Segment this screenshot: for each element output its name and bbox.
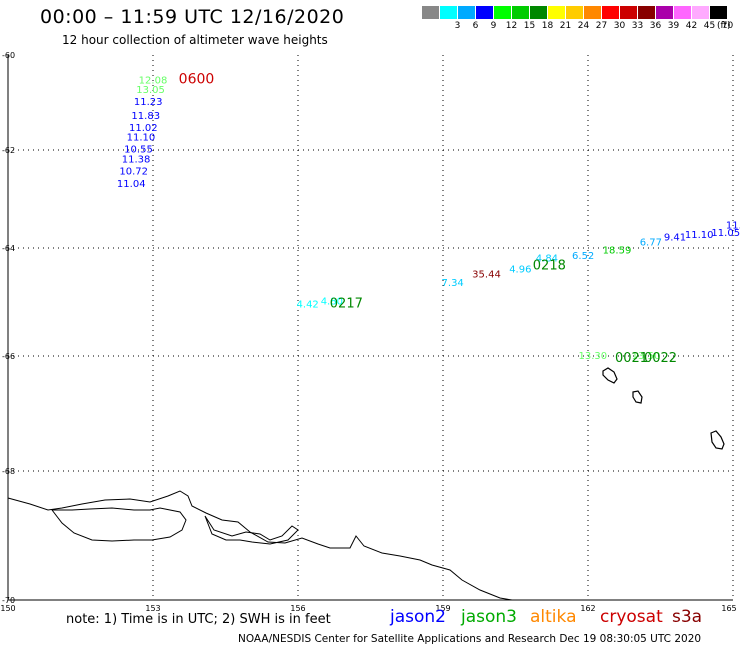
- color-scale-swatch: [638, 6, 655, 19]
- ice-shelf-outline: [50, 507, 187, 542]
- wave-height-value: 11.38: [122, 154, 151, 165]
- wave-height-observations: 12.0813.0511.2311.8311.0211.1010.5511.38…: [117, 76, 740, 362]
- pass-time-label: 0218: [533, 259, 566, 274]
- wave-height-value: 11.83: [131, 111, 160, 122]
- wave-height-value: 4.42: [297, 299, 319, 310]
- color-scale-label: 18: [541, 21, 554, 31]
- color-scale-unit: (ft): [717, 21, 731, 31]
- color-scale-swatch: [476, 6, 493, 19]
- color-scale-swatch: [422, 6, 439, 19]
- color-scale-label: 6: [472, 21, 479, 31]
- wave-height-value: 13.50: [632, 351, 661, 362]
- color-scale-swatch: [530, 6, 547, 19]
- latitude-tick-label: -62: [2, 146, 15, 155]
- graticule: [7, 55, 734, 600]
- balleny-island-1: [602, 367, 618, 384]
- latitude-tick-label: -70: [2, 596, 15, 605]
- color-scale-label: 24: [577, 21, 590, 31]
- color-scale-swatch: [548, 6, 565, 19]
- wave-height-value: 4.96: [509, 264, 531, 275]
- color-scale-swatch: [710, 6, 727, 19]
- color-scale-swatch: [674, 6, 691, 19]
- color-scale-label: 12: [505, 21, 518, 31]
- latitude-tick-label: -64: [2, 244, 15, 253]
- longitude-tick-label: 162: [580, 604, 595, 613]
- color-scale-label: 36: [649, 21, 662, 31]
- units-note: note: 1) Time is in UTC; 2) SWH is in fe…: [66, 612, 331, 627]
- wave-height-value: 11.23: [134, 97, 163, 108]
- wave-height-value: 11.10: [685, 230, 714, 241]
- color-scale-label: 3: [454, 21, 461, 31]
- latitude-tick-label: -66: [2, 352, 15, 361]
- color-scale-swatch: [440, 6, 457, 19]
- longitude-tick-label: 156: [290, 604, 305, 613]
- wave-height-value: 18.59: [603, 245, 632, 256]
- color-scale-label: 33: [631, 21, 644, 31]
- pass-time-label: 0021: [615, 351, 648, 366]
- satellite-legend-item: cryosat: [600, 607, 663, 627]
- wave-height-value: 9.41: [664, 233, 686, 244]
- wave-height-value: 11.05: [711, 228, 740, 239]
- credit-line: NOAA/NESDIS Center for Satellite Applica…: [238, 633, 702, 645]
- wave-height-value: 11.10: [127, 133, 156, 144]
- wave-height-value: 12.08: [139, 76, 168, 87]
- longitude-tick-label: 165: [721, 604, 736, 613]
- color-scale-swatch: [692, 6, 709, 19]
- longitude-tick-label: 153: [145, 604, 160, 613]
- wave-height-value: 4.84: [536, 254, 558, 265]
- wave-height-value: 10.72: [119, 167, 148, 178]
- balleny-island-3: [710, 430, 725, 450]
- balleny-island-2: [632, 390, 643, 404]
- satellite-legend-item: altika: [530, 607, 577, 627]
- latitude-tick-label: -60: [2, 51, 15, 60]
- satellite-legend-item: jason3: [461, 607, 517, 627]
- wave-height-value: 11.04: [117, 179, 146, 190]
- longitude-tick-label: 159: [435, 604, 450, 613]
- wave-height-value: 7.34: [442, 278, 464, 289]
- color-scale-swatch: [620, 6, 637, 19]
- pass-time-label: 0217: [330, 296, 363, 311]
- map-title: 00:00 – 11:59 UTC 12/16/2020: [40, 6, 345, 28]
- color-scale-swatch: [458, 6, 475, 19]
- color-scale-label: 30: [613, 21, 626, 31]
- color-scale-swatch: [566, 6, 583, 19]
- color-scale-swatch: [584, 6, 601, 19]
- ice-shelf-outline-east: [204, 515, 299, 545]
- wave-height-value: 4.80: [321, 297, 343, 308]
- color-scale-label: 70: [721, 21, 734, 31]
- color-scale-label: 21: [559, 21, 572, 31]
- wave-height-value: 13.30: [579, 351, 608, 362]
- color-scale-label: 45: [703, 21, 716, 31]
- satellite-legend-item: s3a: [672, 607, 703, 627]
- color-scale-swatch: [494, 6, 511, 19]
- wave-height-value: 13.05: [136, 85, 165, 96]
- color-scale-label: 9: [490, 21, 497, 31]
- pass-time-label: 0022: [644, 351, 677, 366]
- pass-time-label: 0600: [179, 72, 215, 88]
- color-scale-swatch: [602, 6, 619, 19]
- map-subtitle: 12 hour collection of altimeter wave hei…: [62, 33, 328, 47]
- antarctica-coastline: [7, 490, 513, 601]
- color-scale-label: 27: [595, 21, 608, 31]
- satellite-legend-item: jason2: [390, 607, 446, 627]
- wave-height-value: 35.44: [472, 270, 501, 281]
- color-scale-label: 42: [685, 21, 698, 31]
- wave-height-value: 6.52: [572, 251, 594, 262]
- axis-tick-labels: 150 153 156 159 162 165 -60 -62 -64 -66 -68 -70: [0, 51, 736, 613]
- color-scale-swatch: [512, 6, 529, 19]
- wave-height-value: 10.55: [124, 144, 153, 155]
- color-scale-label: 15: [523, 21, 536, 31]
- color-scale-label: 39: [667, 21, 680, 31]
- latitude-tick-label: -68: [2, 467, 15, 476]
- wave-height-value: 11.02: [129, 123, 158, 134]
- longitude-tick-label: 150: [0, 604, 15, 613]
- color-scale-swatch: [656, 6, 673, 19]
- wave-height-value: 11.15: [726, 220, 740, 231]
- wave-height-value: 6.77: [640, 238, 662, 249]
